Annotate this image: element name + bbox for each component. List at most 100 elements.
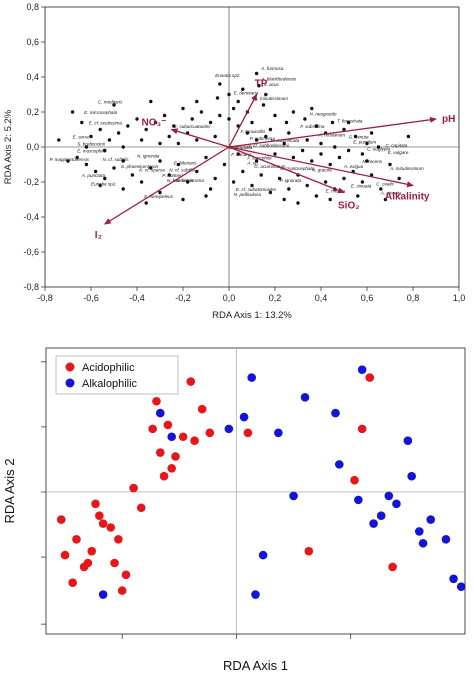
sample-point [66,159,70,163]
sample-point [365,159,369,163]
species-label: G. minuta [349,134,369,139]
x-tick-label: 0,8 [407,293,420,303]
point-acidophilic [72,535,81,544]
sample-point [218,113,222,118]
species-label: N. pelliculosa [234,192,262,197]
sample-point [84,162,89,167]
point-alkalophilic [414,527,424,536]
zero-lines [46,348,465,634]
species-label: E. pumilum [353,140,376,145]
point-alkalophilic [289,491,298,501]
sample-point [190,117,194,121]
sample-point [130,173,135,177]
point-alkalophilic [392,499,401,509]
species-label: S. brebissonii [77,141,106,146]
species-label: E. serra [73,134,90,139]
point-alkalophilic [98,590,108,599]
sample-point [126,124,130,128]
sample-point [93,169,98,174]
point-acidophilic [91,499,100,509]
sample-point [241,169,245,174]
species-label: A. punctata [81,173,106,178]
species-label: P. ignorata [280,178,302,183]
point-acidophilic [163,420,173,430]
species-label: S. hemipeleus [144,194,174,199]
point-alkalophilic [247,373,256,382]
point-alkalophilic [155,408,165,418]
sample-point [323,180,328,184]
sample-point [287,187,291,191]
sample-point [172,124,176,128]
sample-point [303,117,307,121]
sample-point [319,141,323,146]
x-tick-label: -0,8 [37,293,53,303]
sample-point [107,138,112,142]
vector-label: NO₃⁻ [142,118,167,129]
sample-point [383,197,388,202]
sample-point [227,117,231,121]
species-label: E. muscophila [77,148,106,153]
sample-point [121,187,125,191]
y-tick-label: -0,2 [23,177,39,187]
plot-frame [45,347,466,635]
x-axis-ticks: -0,8 -0,6 -0,4 -0,2 0,0 0,2 0,4 0,6 0,8 1,0 [37,287,465,303]
sample-point [208,187,213,191]
point-alkalophilic [418,538,428,548]
sample-point [273,152,277,156]
sample-point [273,113,277,118]
legend-box [55,355,179,395]
species-label: A. formosa [260,66,284,71]
sample-point [149,166,153,170]
sample-point [379,187,383,191]
sample-point [75,155,79,160]
species-label: N. ignorata [137,154,160,159]
point-acidophilic [114,535,123,544]
x-tick-label: 0,6 [361,293,374,303]
sample-point [310,159,314,163]
sample-point [149,99,153,104]
species-label: A. exigua [343,164,364,169]
vector-label: I₂ [95,230,102,241]
sample-point [369,131,374,135]
species-label: F. saxophila [247,155,272,160]
vector-label: pH [442,114,455,125]
vector-arrow [228,146,414,188]
sample-point [356,194,360,198]
sample-point [103,148,107,153]
species-label: E. sinuata [351,183,372,188]
sample-points [57,71,411,205]
species-label: E. microcephala [84,110,117,115]
x-tick-label: 0,0 [223,293,236,303]
species-label: N. cf. subbrebissonii [247,143,289,148]
point-acidophilic [167,464,176,473]
sample-point [215,96,220,100]
sample-point [185,180,190,184]
sample-point [287,131,291,135]
y-tick-label: 0,6 [26,37,39,47]
sample-point [158,141,162,146]
point-alkalophilic [167,432,176,442]
sample-point [158,190,162,195]
point-acidophilic [87,546,97,556]
point-acidophilic [110,558,119,568]
sample-point [116,131,121,135]
point-alkalophilic [354,495,363,505]
sample-point [365,141,369,146]
sample-point [227,92,231,97]
x-axis-label: RDA Axis 1 [223,658,288,673]
species-label: A. minutissimum [389,166,424,171]
point-acidophilic [117,586,127,595]
sample-point [333,145,337,149]
x-tick-label: -0,4 [129,293,145,303]
species-label: N. haueriana [167,178,194,183]
point-acidophilic [152,396,161,406]
species-label: N. gracilis [312,168,333,173]
sample-point [264,92,268,97]
species-label: E. subarcuatoides [174,124,211,129]
species-label: A. minutissimum [253,96,288,101]
legend: Acidophilic Alkalophilic [55,355,179,395]
point-alkalophilic [239,412,249,422]
sample-point [80,120,84,125]
point-alkalophilic [426,515,436,524]
sample-point [204,194,208,198]
